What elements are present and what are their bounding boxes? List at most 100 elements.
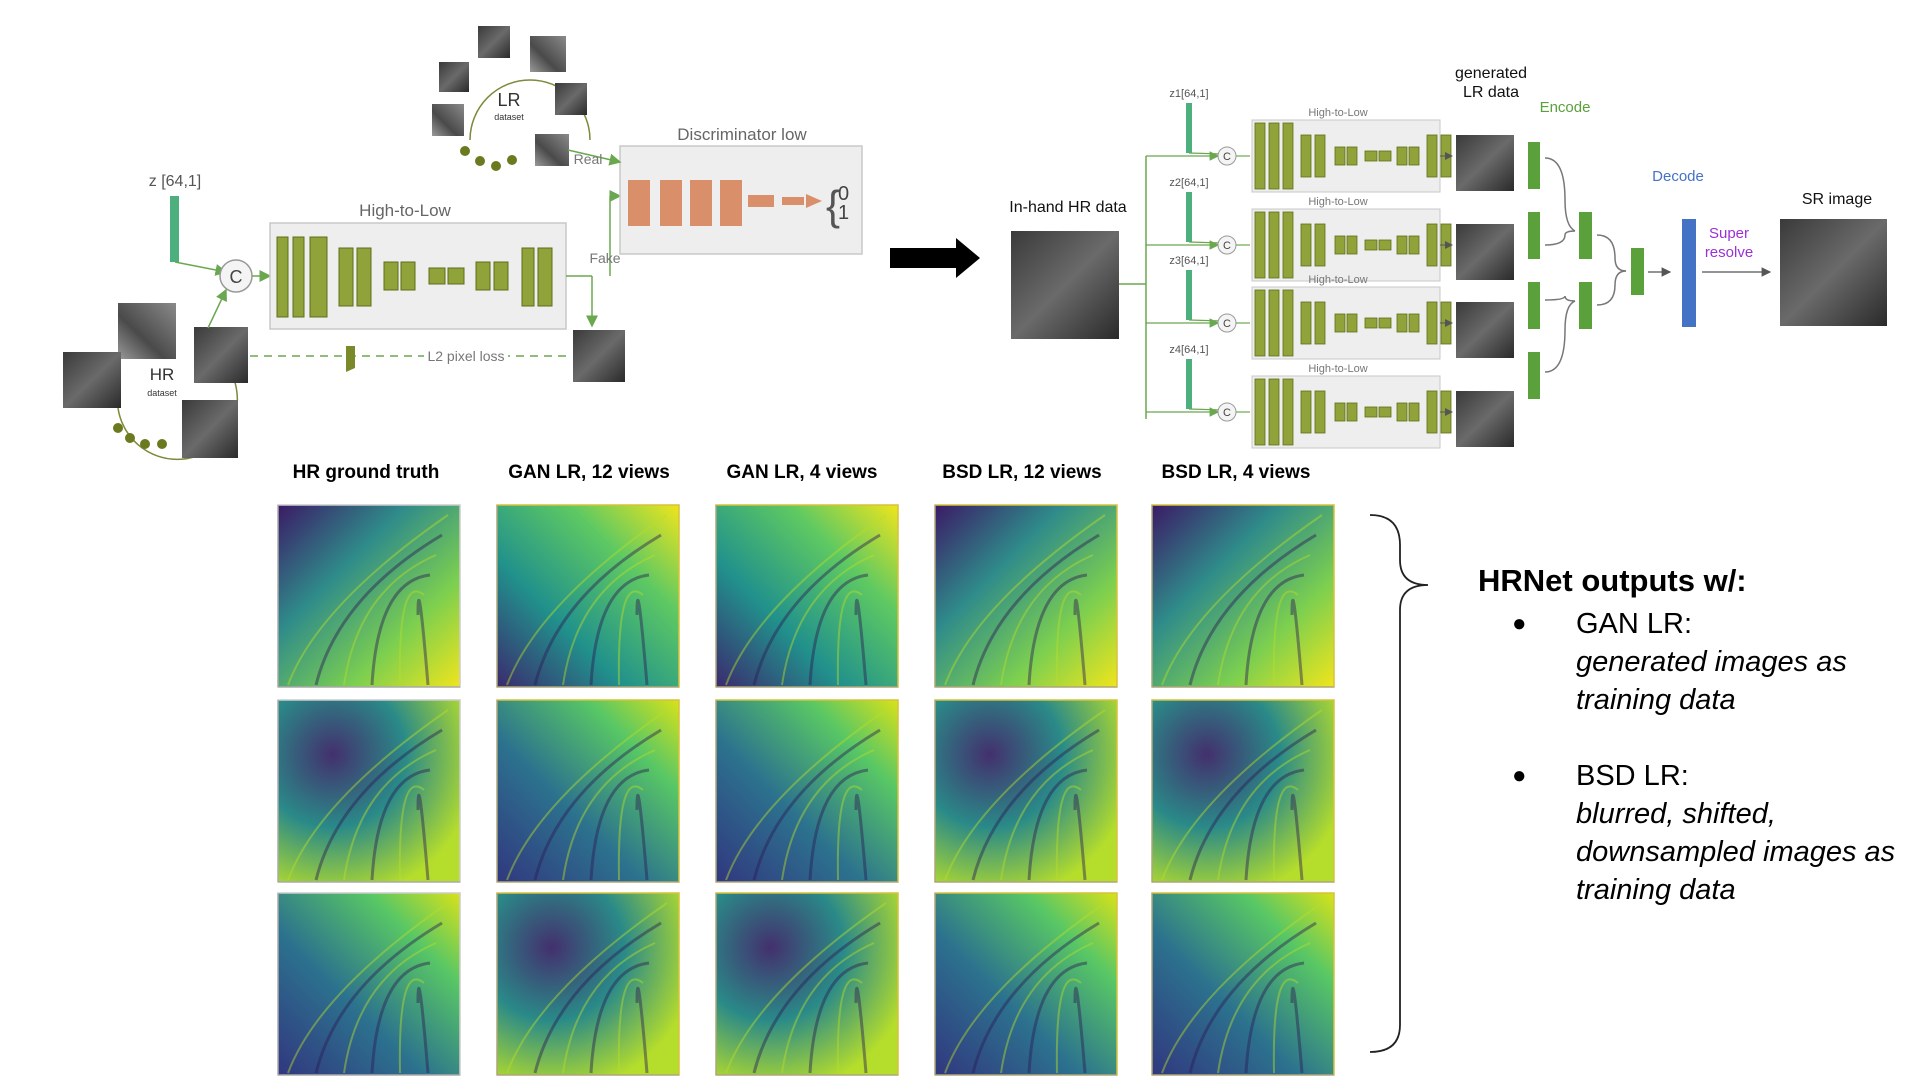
z-label: z1[64,1]: [1169, 88, 1208, 100]
sr-output-image: [1780, 219, 1887, 326]
result-map: [1151, 699, 1335, 883]
z-label: z4[64,1]: [1169, 344, 1208, 356]
column-title-bsd4: BSD LR, 4 views: [1161, 462, 1311, 483]
z-label: z3[64,1]: [1169, 255, 1208, 267]
bullet-icon: ●: [1512, 762, 1527, 789]
result-map: [934, 504, 1118, 688]
result-map: [1151, 892, 1335, 1076]
l2-loss-marker: [346, 346, 355, 372]
result-map: [496, 892, 680, 1076]
discriminator-out-1: 1: [838, 202, 849, 224]
z-vector: [1186, 192, 1192, 242]
generator-label: High-to-Low: [1308, 107, 1367, 119]
result-map: [496, 504, 680, 688]
generator-label: High-to-Low: [359, 201, 451, 220]
in-hand-hr-image: [1011, 231, 1119, 339]
result-map: [277, 892, 461, 1076]
z-vector: [1186, 103, 1192, 153]
sr-label: SR image: [1802, 191, 1872, 208]
hr-dataset-subtitle: dataset: [147, 388, 177, 398]
lr-dataset-ring: [432, 26, 591, 171]
result-map: [934, 699, 1118, 883]
generator-label: High-to-Low: [1308, 274, 1367, 286]
hr-dataset-ring: [63, 303, 248, 461]
z-vector: [170, 196, 179, 262]
generator-rows: z1[64,1] C High-to-Low z2[64,1] C High-to-Low…: [1146, 88, 1514, 449]
result-map: [1151, 504, 1335, 688]
column-title-gan12: GAN LR, 12 views: [508, 462, 670, 483]
z-vector: [1186, 270, 1192, 320]
encode-brackets: [1544, 157, 1627, 373]
legend-item-gan-desc: generated images as training data: [1576, 646, 1847, 716]
generator-row: z4[64,1] C High-to-Low: [1146, 344, 1514, 449]
decode-bar: [1682, 219, 1696, 327]
grouping-brace: [1369, 514, 1429, 1053]
lr-thumb-5: [432, 104, 464, 136]
hrnet-legend-heading: HRNet outputs w/:: [1478, 563, 1747, 598]
legend-item-gan-label: GAN LR:: [1576, 608, 1693, 640]
results-grid: [277, 504, 1335, 1076]
z-label: z2[64,1]: [1169, 177, 1208, 189]
lr-thumb-4: [555, 83, 587, 115]
hrnet-legend: HRNet outputs w/: ● GAN LR: generated im…: [1478, 563, 1908, 909]
lr-thumb-2: [530, 36, 566, 72]
result-map: [277, 699, 461, 883]
l2-loss-label: L2 pixel loss: [427, 348, 504, 364]
generator-row: z3[64,1] C High-to-Low: [1146, 255, 1514, 360]
discriminator-label: Discriminator low: [677, 125, 807, 144]
lr-dataset-subtitle: dataset: [494, 112, 524, 122]
column-title-gan4: GAN LR, 4 views: [726, 462, 878, 483]
transition-arrow-icon: [890, 238, 980, 278]
hr-dataset-title: HR: [150, 365, 175, 384]
generator-row: z1[64,1] C High-to-Low: [1146, 88, 1514, 193]
concat-symbol: C: [1223, 407, 1231, 419]
hr-thumb-1: [118, 303, 176, 359]
concat-symbol: C: [1223, 318, 1231, 330]
generator-layers: [276, 236, 553, 318]
z-label: z [64,1]: [149, 173, 201, 190]
generated-label-line1: generated: [1455, 65, 1527, 82]
generated-lr-image: [1456, 391, 1514, 447]
discriminator-layers: [628, 180, 822, 226]
sr-pipeline-diagram: In-hand HR data z1[64,1]CHigh-to-Lowz2[6…: [1009, 65, 1887, 449]
gan-training-diagram: LR dataset z [64,1] C HR dataset High-to…: [63, 26, 863, 461]
z-vector: [1186, 359, 1192, 409]
decode-label: Decode: [1652, 168, 1704, 185]
result-map: [715, 504, 899, 688]
generated-label-line2: LR data: [1463, 84, 1519, 101]
generator-label: High-to-Low: [1308, 196, 1367, 208]
column-title-hr: HR ground truth: [292, 462, 440, 483]
hr-thumb-3: [194, 327, 248, 383]
concat-symbol: C: [230, 267, 243, 287]
super-resolve-line2: resolve: [1705, 244, 1753, 261]
svg-text:{: {: [826, 182, 840, 229]
generated-lr-image: [1456, 302, 1514, 358]
concat-symbol: C: [1223, 240, 1231, 252]
lr-thumb-6: [535, 134, 569, 166]
lr-dataset-title: LR: [497, 90, 520, 110]
concat-symbol: C: [1223, 151, 1231, 163]
generator-row: z2[64,1] C High-to-Low: [1146, 177, 1514, 282]
generator-label: High-to-Low: [1308, 363, 1367, 375]
legend-item-bsd-label: BSD LR:: [1576, 760, 1689, 792]
generated-lr-image: [1456, 135, 1514, 191]
legend-item-gan: ● GAN LR: generated images as training d…: [1478, 605, 1908, 719]
in-hand-label: In-hand HR data: [1009, 199, 1127, 216]
legend-item-bsd-desc: blurred, shifted, downsampled images as …: [1576, 798, 1896, 906]
generated-lr-image: [1456, 224, 1514, 280]
column-title-bsd12: BSD LR, 12 views: [942, 462, 1102, 483]
fake-label: Fake: [589, 250, 620, 266]
discriminator-out-0: 0: [838, 183, 849, 205]
result-map: [277, 504, 461, 688]
lr-thumb-3: [439, 62, 469, 92]
result-map: [934, 892, 1118, 1076]
fake-lr-image: [573, 330, 625, 382]
hr-thumb-2: [63, 352, 121, 408]
lr-thumb-1: [478, 26, 510, 58]
super-resolve-line1: Super: [1709, 225, 1749, 242]
result-map: [496, 699, 680, 883]
legend-item-bsd: ● BSD LR: blurred, shifted, downsampled …: [1478, 757, 1908, 909]
encode-bars: [1528, 142, 1644, 399]
real-label: Real: [574, 151, 603, 167]
